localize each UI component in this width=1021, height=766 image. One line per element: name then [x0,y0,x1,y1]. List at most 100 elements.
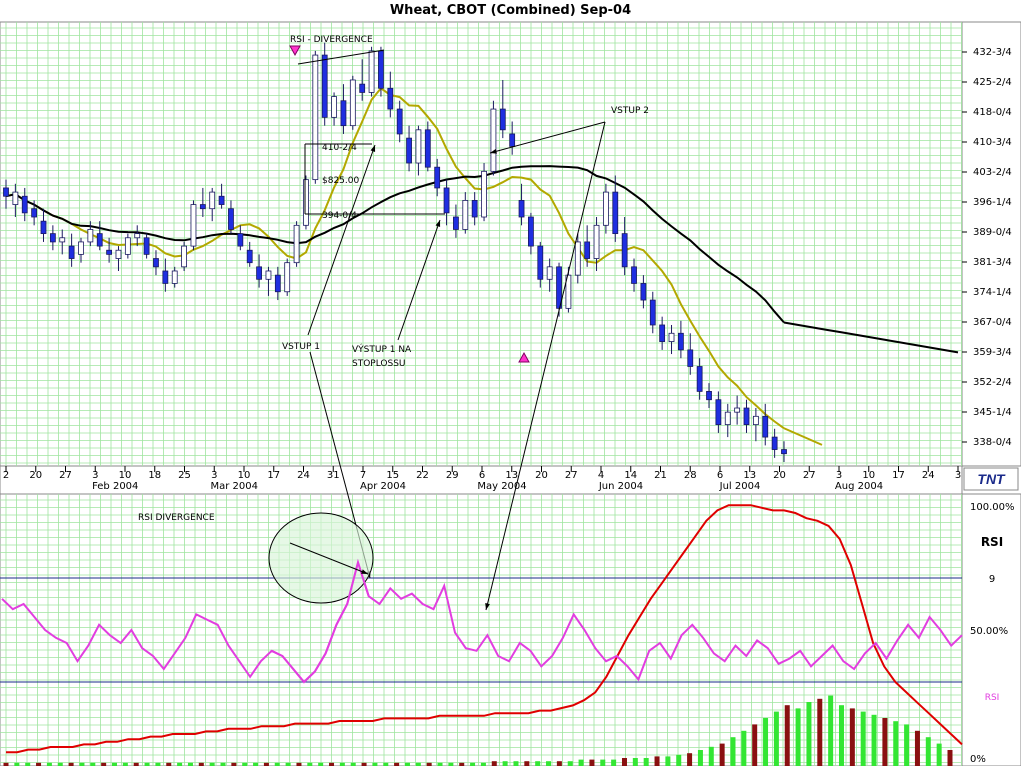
candle-body [453,216,459,230]
candle-body [752,415,759,426]
candle-body [265,270,272,280]
volume-bar [914,730,920,766]
candle-body [124,237,131,255]
volume-bar [904,724,910,766]
volume-bar [394,762,400,766]
date-tick-label: 22 [416,470,429,481]
candle-body [574,241,581,276]
divergence-bottom-arrow-head [361,569,368,574]
volume-bar [231,762,237,766]
volume-bar [329,762,335,766]
volume-bar [480,762,486,766]
candle-body [68,245,75,259]
volume-bar [600,759,606,766]
candle-body [3,187,9,197]
volume-bar [415,762,421,766]
annotation-rsi-divergence-top: RSI - DIVERGENCE [290,35,373,45]
volume-bar [611,759,617,766]
short-moving-average-extension [783,427,823,446]
month-label: Apr 2004 [360,481,406,492]
candle-body [481,170,487,218]
candle-body [21,195,28,214]
candle-body [87,229,94,243]
candle-body [621,233,628,268]
price-tick-label: 432-3/4 [973,47,1012,58]
date-tick-label: 20 [773,470,786,481]
candle-body [706,391,712,401]
volume-bar [426,762,432,766]
volume-bar [567,761,573,766]
candle-body [228,208,234,230]
volume-bar [719,743,725,766]
volume-bar [687,753,693,766]
price-tick-label: 345-1/4 [973,407,1012,418]
month-label: May 2004 [477,481,526,492]
candle-body [321,54,328,118]
annotations [268,45,606,684]
date-tick-label: 10 [238,470,251,481]
candle-body [509,133,516,147]
date-tick-label: 3 [211,470,217,481]
date-tick-label: 24 [297,470,310,481]
price-axis: 432-3/4 425-2/4 418-0/4 410-3/4 403-2/4 396-1… [962,47,1012,448]
volume-bar [79,762,85,766]
moving-averages [5,86,959,446]
date-tick-label: 14 [624,470,637,481]
volume-bar [871,714,877,766]
grid [0,22,962,766]
price-tick-label: 389-0/4 [973,227,1012,238]
volume-bar [274,762,280,766]
candle-body [415,129,422,164]
candle-body [49,233,56,243]
candle-body [771,436,778,450]
candle-body [724,411,731,426]
vystup1-arrow [397,219,441,341]
date-tick-label: 21 [654,470,667,481]
candle-body [209,191,216,210]
candle-body [59,237,66,243]
chart-title: Wheat, CBOT (Combined) Sep-04 [389,3,632,18]
price-tick-label: 403-2/4 [973,167,1012,178]
candle-body [659,324,666,342]
date-tick-label: 29 [446,470,459,481]
price-tick-label: 367-0/4 [973,317,1012,328]
volume-bar [491,761,497,766]
date-tick-label: 18 [148,470,161,481]
volume-bar [752,724,758,766]
candle-body [687,349,694,367]
candle-body [359,83,366,93]
price-tick-label: 338-0/4 [973,437,1012,448]
candles [3,42,787,462]
volume-bar [708,746,714,766]
volume-bar [383,762,389,766]
date-tick-label: 27 [565,470,578,481]
volume-bar [459,762,465,766]
candle-body [96,233,103,247]
date-tick-label: 17 [267,470,280,481]
candle-body [715,399,722,426]
volume-bar [654,756,660,766]
price-tick-label: 410-3/4 [973,137,1012,148]
candle-body [246,249,253,264]
label-394: 394-0/4 [322,211,357,221]
rsi-axis-0: 0% [970,754,986,765]
rsi-axis-50: 50.00% [970,626,1008,637]
indicator-label-right: RSI [985,693,1000,703]
candle-body [677,332,684,351]
candle-body [762,415,769,438]
volume-bar [893,721,899,766]
volume-bar [697,750,703,766]
date-tick-label: 25 [178,470,191,481]
vstup2-arrow-2-head [485,603,490,610]
volume-bar [665,756,671,766]
annotation-vystup1-line1: VÝSTUP 1 NA [352,343,412,355]
volume-bar [209,762,215,766]
candle-body [743,407,750,426]
volume-bar [773,711,779,766]
candle-body [537,245,544,280]
volume-bar [437,762,443,766]
vstup1-arrow-1-head [370,145,376,152]
label-410: 410-2/4 [322,143,357,153]
candle-body [143,237,150,255]
